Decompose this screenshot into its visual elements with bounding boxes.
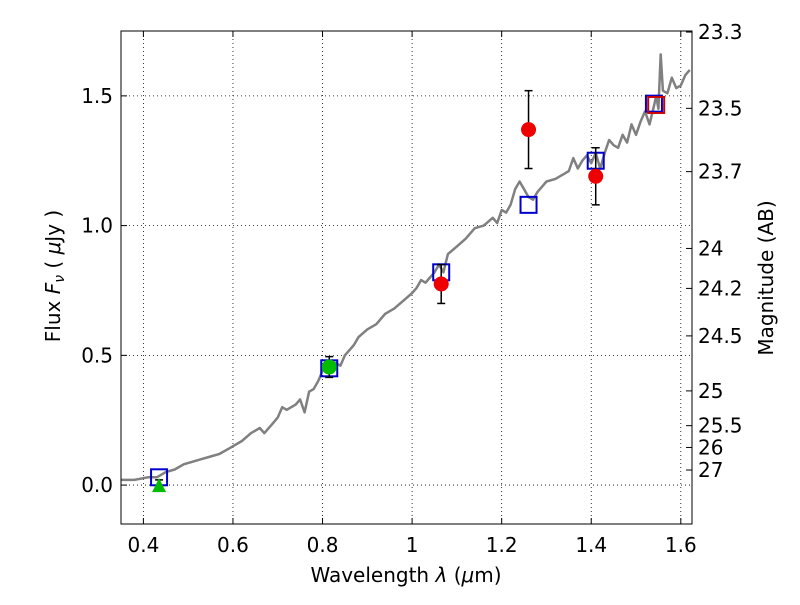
x-tick-label: 1.2 (486, 533, 518, 557)
y2-tick-label: 23.5 (698, 96, 743, 120)
y2-tick-label: 24.2 (698, 276, 743, 300)
grid-layer (121, 31, 692, 524)
x-tick-label: 0.6 (217, 533, 249, 557)
observed-point (433, 276, 449, 292)
y-axis-label-unit-mu: μ (41, 242, 65, 256)
y2-tick-label: 24.5 (698, 324, 743, 348)
y-axis-label-symbol: F (41, 282, 65, 294)
model-square-marker (647, 95, 666, 114)
upper-limit-triangle (152, 478, 167, 493)
x-tick-label: 0.8 (307, 533, 339, 557)
y2-tick-label: 25.5 (698, 414, 743, 438)
x-axis-label: Wavelength λ (μm) (310, 563, 501, 587)
x-axis-label-text: Wavelength (310, 563, 429, 587)
model-square-marker (519, 195, 538, 214)
model-square-marker (644, 94, 663, 113)
y2-axis-label: Magnitude (AB) (754, 200, 778, 355)
y-tick-label: 0.0 (81, 473, 113, 497)
tick-layer (121, 31, 692, 524)
x-tick-label: 1.6 (665, 533, 697, 557)
x-tick-label: 0.4 (127, 533, 159, 557)
y-tick-label: 1.0 (81, 214, 113, 238)
marker-layer (150, 89, 666, 493)
y-tick-label: 1.5 (81, 84, 113, 108)
x-axis-label-unit-open: ( (454, 563, 462, 587)
observed-point (521, 122, 537, 138)
y-axis-label-text: Flux (41, 300, 65, 342)
x-axis-label-unit-rest: m) (474, 563, 501, 587)
y-axis-label-subscript: ν (52, 275, 68, 283)
plot-frame (120, 30, 693, 525)
y2-tick-label: 23.7 (698, 160, 743, 184)
label-layer: 0.4 0.6 0.8 1 1.2 1.4 1.6 0.0 0.5 1.0 1.5 23.3 23.5 2… (81, 20, 742, 557)
observed-point (321, 359, 337, 375)
y2-tick-label: 24 (698, 236, 723, 260)
spectrum-line (121, 53, 691, 482)
y2-tick-label: 23.3 (698, 20, 743, 44)
y2-tick-label: 27 (698, 458, 723, 482)
y-axis-label-unit-rest: Jy ) (41, 210, 65, 244)
x-tick-label: 1 (406, 533, 419, 557)
y2-tick-label: 25 (698, 379, 723, 403)
y2-tick-label: 26 (698, 435, 723, 459)
y-axis-label-unit-open: ( (41, 261, 65, 269)
line-layer (121, 53, 691, 482)
y-tick-label: 0.5 (81, 343, 113, 367)
x-axis-label-unit-mu: μ (461, 563, 475, 587)
x-axis-label-symbol: λ (434, 563, 447, 587)
y-axis-label: Flux Fν ( μJy ) (41, 210, 68, 342)
observed-point (588, 168, 604, 184)
x-tick-label: 1.4 (575, 533, 607, 557)
